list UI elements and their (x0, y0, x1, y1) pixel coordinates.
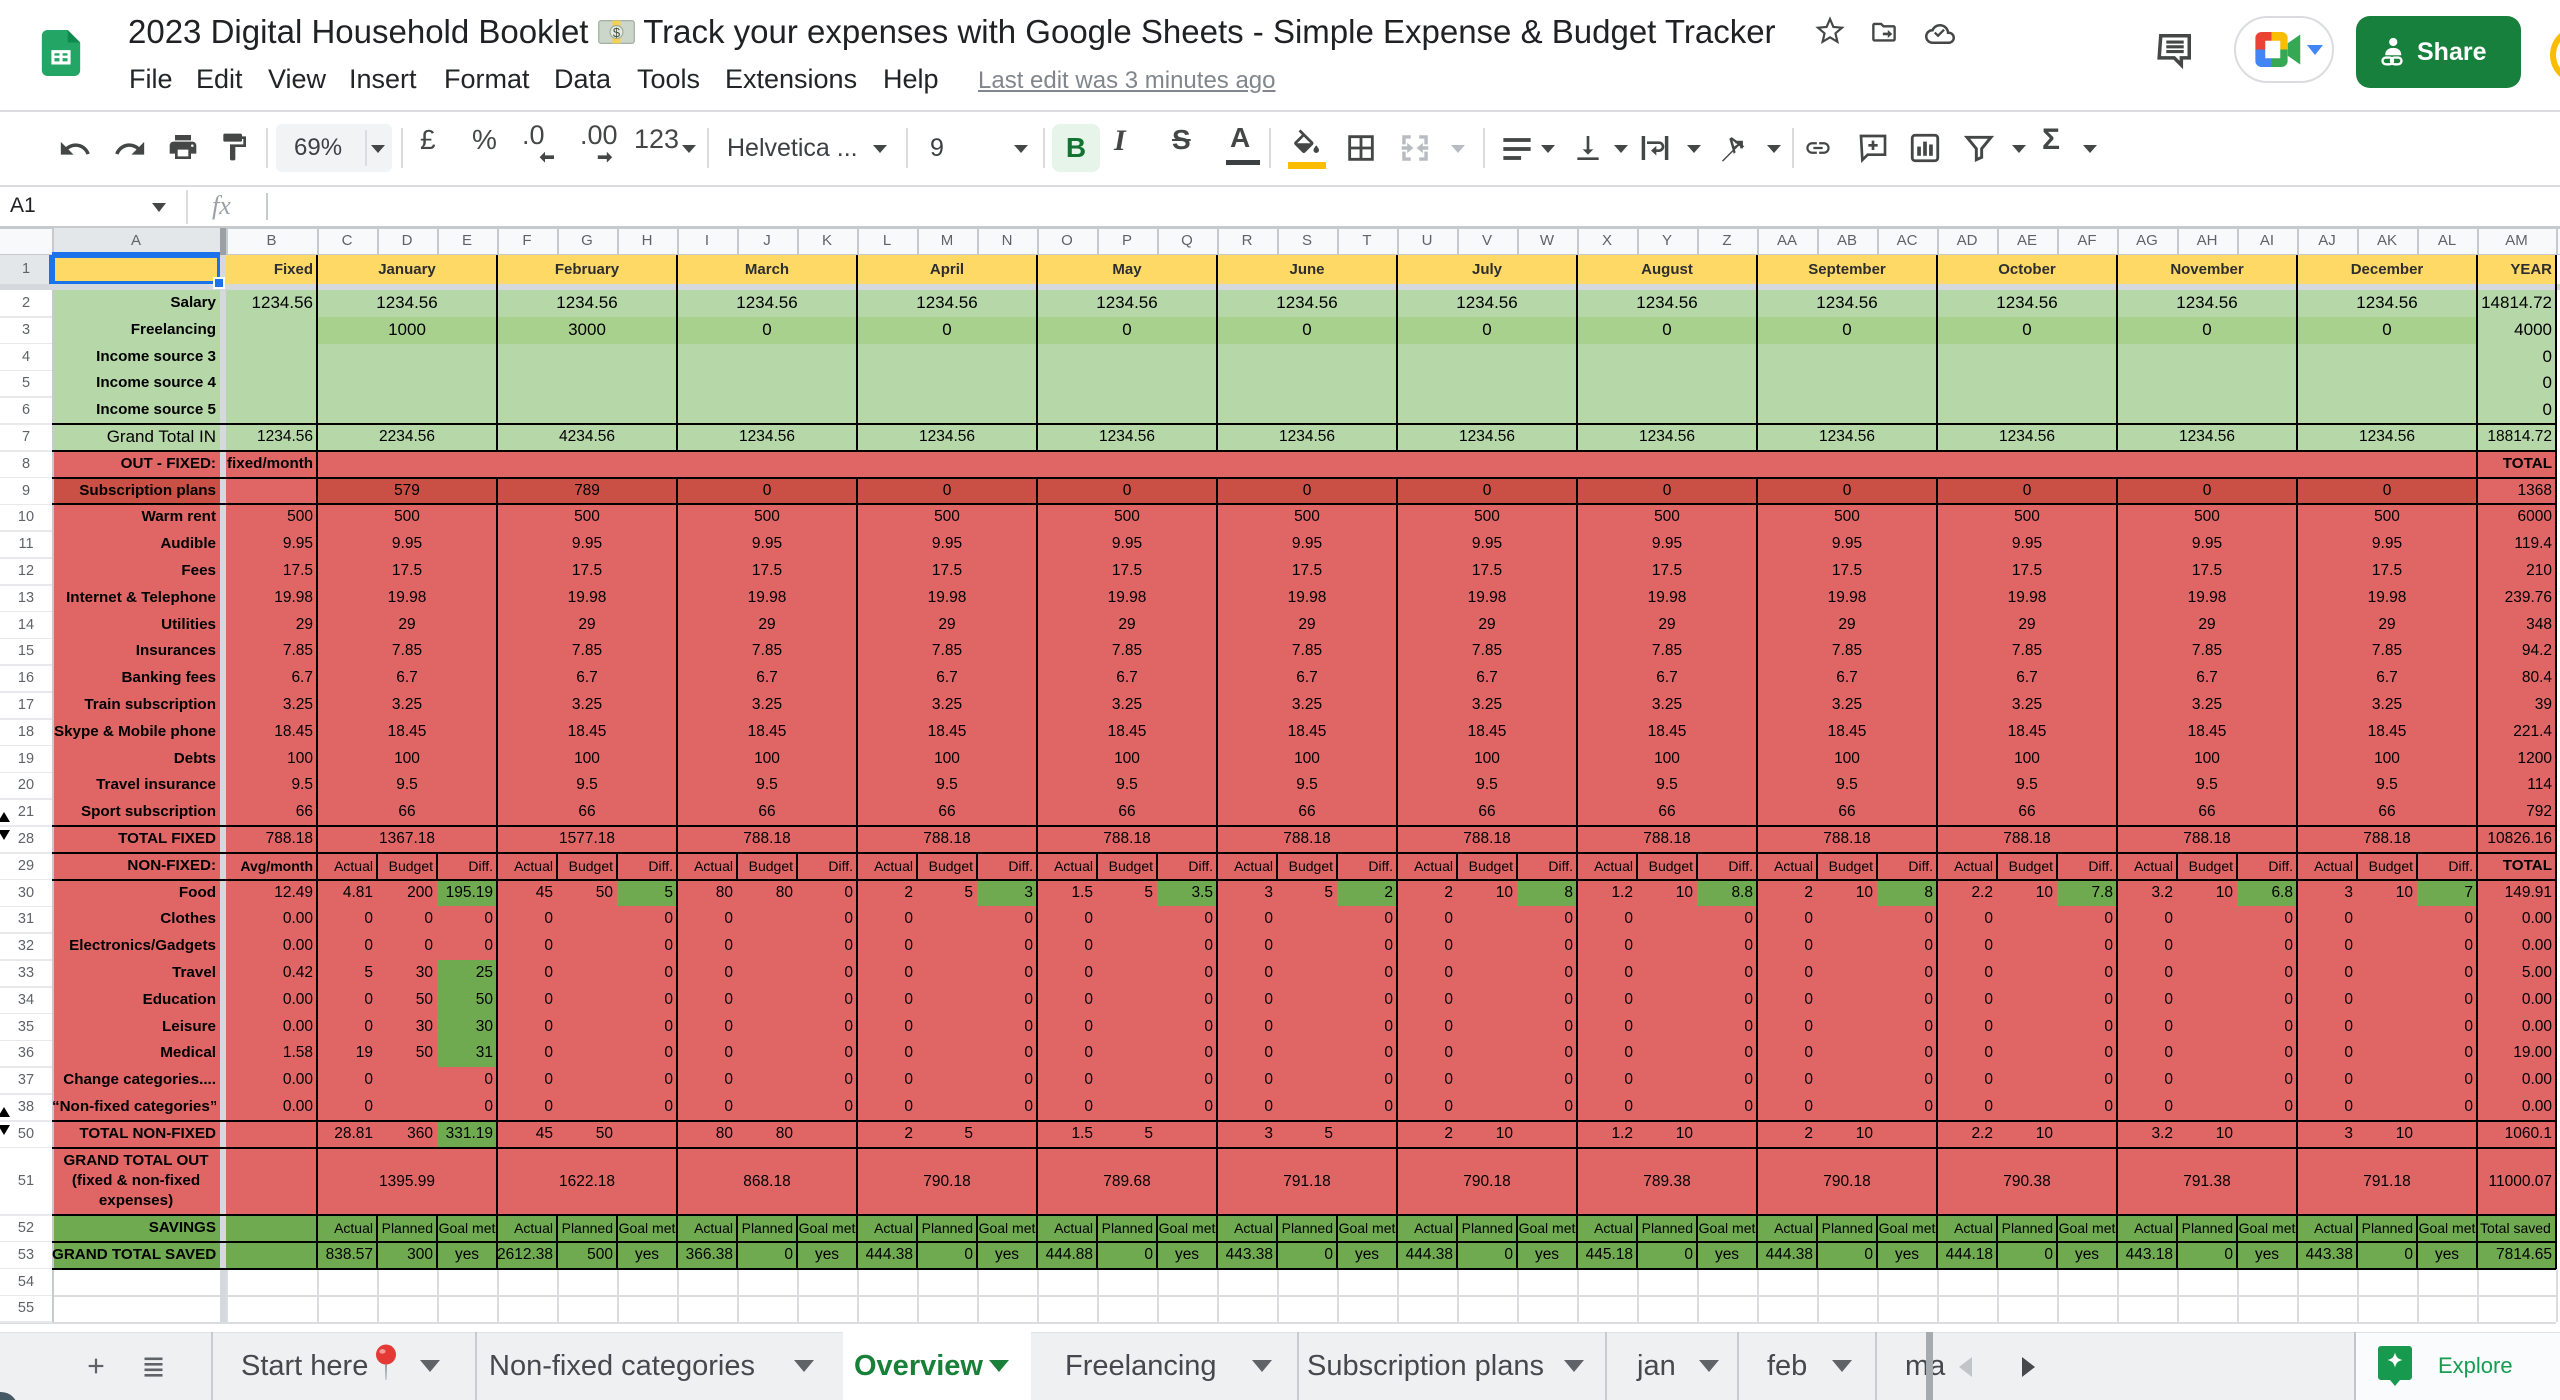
svg-text:$: $ (613, 25, 620, 40)
